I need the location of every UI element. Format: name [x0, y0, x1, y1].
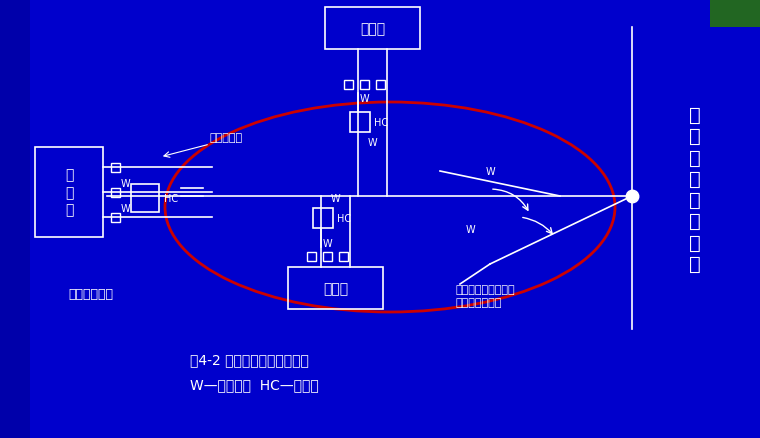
Bar	[323, 252, 332, 261]
Text: W: W	[120, 179, 130, 189]
Text: W: W	[367, 138, 377, 148]
Bar	[131, 184, 159, 212]
Text: W: W	[485, 166, 495, 177]
Text: 市
政
排
水
管
网
干
线: 市 政 排 水 管 网 干 线	[689, 106, 701, 273]
Text: W: W	[322, 238, 332, 248]
Bar	[375, 80, 385, 89]
Text: W: W	[331, 194, 340, 204]
Text: HC: HC	[374, 118, 388, 128]
Text: W—污水管道  HC—化粪池: W—污水管道 HC—化粪池	[190, 377, 318, 391]
Bar	[325, 8, 420, 50]
Text: 建筑物: 建筑物	[360, 22, 385, 36]
Text: 市政排水管网与室外
排水系统碰头点: 市政排水管网与室外 排水系统碰头点	[455, 284, 515, 307]
Text: HC: HC	[164, 194, 178, 204]
Bar	[344, 80, 353, 89]
Text: 排水检查井: 排水检查井	[210, 133, 243, 143]
Bar	[288, 267, 383, 309]
Bar	[350, 113, 370, 133]
Bar	[313, 208, 333, 229]
Text: W: W	[359, 94, 369, 104]
Bar	[110, 163, 119, 172]
Text: 室外排水系统: 室外排水系统	[68, 288, 113, 301]
Text: W: W	[120, 204, 130, 213]
Bar	[110, 188, 119, 197]
Bar	[710, 0, 760, 28]
Bar	[359, 80, 369, 89]
Text: 建
筑
物: 建 筑 物	[65, 168, 73, 217]
Bar	[307, 252, 315, 261]
Text: 建筑物: 建筑物	[323, 281, 348, 295]
Text: W: W	[465, 225, 475, 234]
Bar	[35, 148, 103, 237]
Bar	[110, 213, 119, 222]
Text: 图4-2 室外排水管道系统组成: 图4-2 室外排水管道系统组成	[190, 352, 309, 366]
Bar	[0, 0, 30, 438]
Bar	[339, 252, 348, 261]
Text: HC: HC	[337, 213, 351, 223]
